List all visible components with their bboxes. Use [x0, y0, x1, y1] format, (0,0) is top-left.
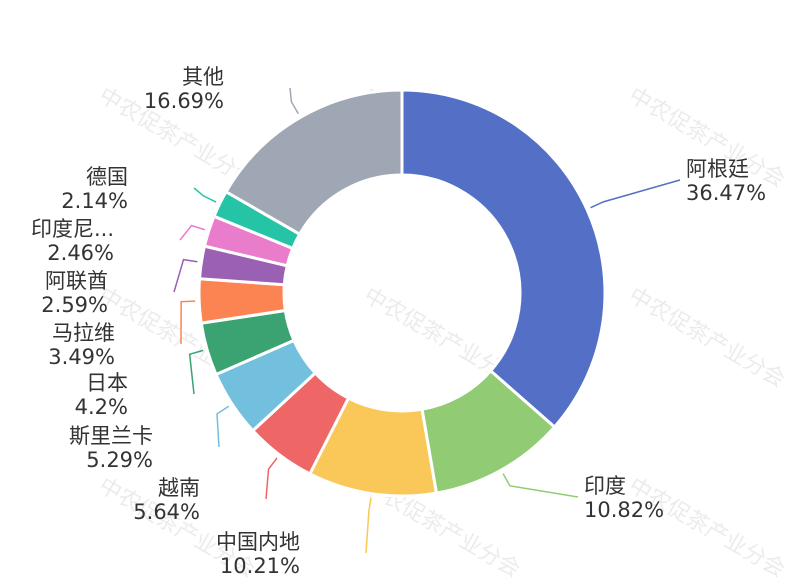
slice-label-pct: 10.21% [220, 554, 300, 578]
leader-line-5 [188, 349, 204, 395]
slice-label-name: 阿根廷 [686, 157, 749, 181]
slice-label-name: 越南 [158, 476, 200, 500]
slice-label-pct: 5.64% [133, 500, 200, 524]
slice-label-name: 阿联酋 [45, 269, 108, 293]
slice-label-pct: 36.47% [686, 181, 766, 205]
slice-label-pct: 16.69% [144, 89, 224, 113]
slice-0[interactable] [400, 88, 607, 430]
slice-label-pct: 2.59% [41, 293, 108, 317]
leader-line-3 [265, 457, 278, 500]
leader-line-7 [173, 258, 198, 293]
slices-group [197, 88, 607, 498]
slice-label-name: 日本 [86, 371, 128, 395]
slice-label-pct: 3.49% [48, 345, 115, 369]
leader-line-0 [590, 179, 681, 209]
slice-label-name: 印度 [584, 474, 626, 498]
slice-10[interactable] [223, 88, 404, 237]
slice-label-pct: 2.14% [61, 189, 128, 213]
leader-line-6 [180, 300, 196, 345]
slice-label-pct: 2.46% [47, 241, 114, 265]
slice-label-pct: 10.82% [584, 498, 664, 522]
slice-label-name: 印度尼... [31, 217, 114, 241]
slice-label-pct: 5.29% [86, 448, 153, 472]
slice-label-name: 德国 [86, 165, 128, 189]
slice-label-name: 其他 [182, 65, 224, 89]
leader-line-10 [289, 87, 300, 115]
leader-line-2 [365, 497, 372, 554]
leader-line-4 [216, 405, 230, 448]
leader-line-1 [502, 473, 579, 498]
slice-label-name: 中国内地 [216, 530, 300, 554]
leader-line-8 [179, 224, 206, 241]
leader-line-9 [193, 187, 217, 203]
slice-label-name: 马拉维 [52, 321, 115, 345]
slice-label-name: 斯里兰卡 [69, 424, 153, 448]
slice-label-pct: 4.2% [75, 395, 128, 419]
